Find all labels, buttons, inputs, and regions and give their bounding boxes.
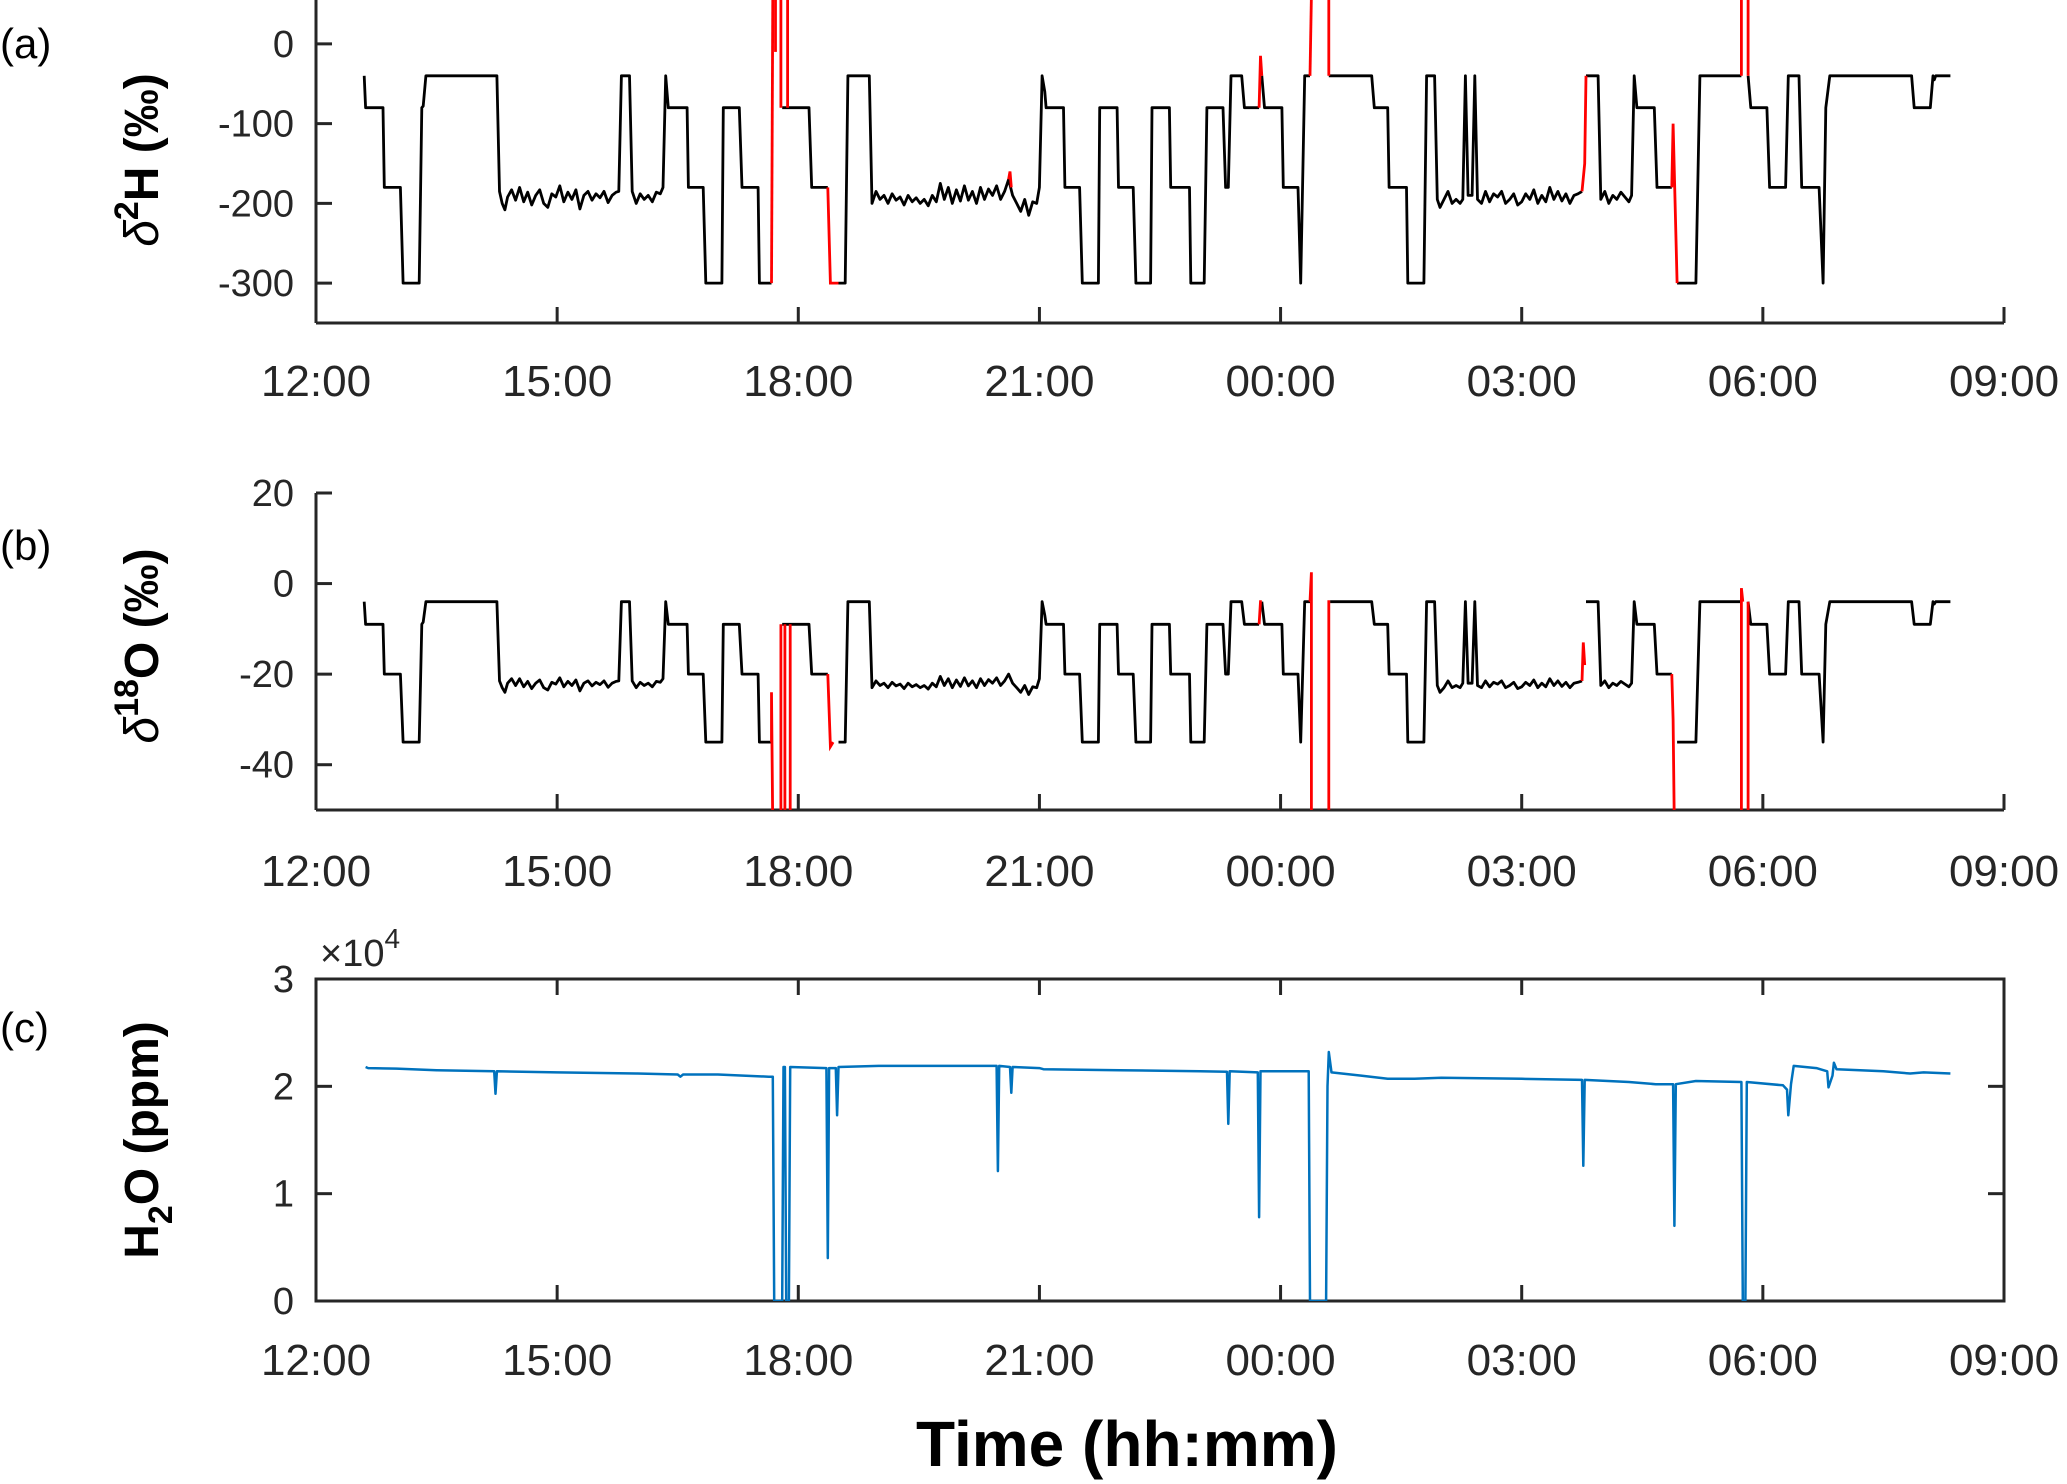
y-tick-label: 0 (273, 24, 294, 66)
flagged-segment (1740, 587, 1745, 810)
y-axis-title: δ2H (‰) (108, 73, 169, 247)
isotope-mass: 2 (108, 201, 146, 220)
isotope-mass: 18 (108, 679, 146, 717)
x-tick-label: 00:00 (1226, 357, 1336, 406)
x-tick-label: 09:00 (1949, 357, 2059, 406)
flagged-segment (1580, 75, 1588, 192)
isotope-series-line (362, 600, 1951, 744)
x-tick-label: 12:00 (261, 357, 371, 406)
x-tick-label: 12:00 (261, 1336, 371, 1385)
subscript: 2 (142, 1205, 180, 1224)
y-axis-title: H2O (ppm) (116, 1021, 180, 1259)
y-exponent-label: ×104 (320, 923, 400, 975)
delta-symbol: δ (116, 716, 169, 744)
x-tick-label: 09:00 (1949, 1336, 2059, 1385)
panel-label: (a) (0, 20, 51, 67)
y-tick-label: 20 (252, 473, 294, 515)
y-label-text: H (‰) (116, 73, 169, 201)
y-tick-label: 2 (273, 1066, 294, 1108)
flagged-segment (826, 187, 839, 285)
flagged-segment (1670, 123, 1679, 284)
panel-label: (c) (0, 1004, 49, 1051)
y-label-text: H (116, 1224, 169, 1259)
x-tick-label: 09:00 (1949, 847, 2059, 896)
y-tick-label: 1 (273, 1174, 294, 1216)
x-tick-label: 15:00 (502, 1336, 612, 1385)
x-tick-label: 12:00 (261, 847, 371, 896)
flagged-segment (1670, 674, 1676, 810)
x-tick-label: 03:00 (1467, 847, 1577, 896)
x-tick-label: 03:00 (1467, 357, 1577, 406)
x-tick-label: 21:00 (984, 1336, 1094, 1385)
y-tick-label: -300 (218, 263, 294, 305)
x-tick-label: 18:00 (743, 357, 853, 406)
panel-label: (b) (0, 522, 51, 569)
x-tick-label: 06:00 (1708, 1336, 1818, 1385)
x-axis-title: Time (hh:mm) (916, 1408, 1338, 1480)
h2o-series-line (365, 1050, 1951, 1301)
x-tick-label: 15:00 (502, 847, 612, 896)
x-tick-label: 18:00 (743, 1336, 853, 1385)
flagged-segment (1327, 600, 1331, 810)
x-tick-label: 06:00 (1708, 357, 1818, 406)
x-tick-label: 21:00 (984, 847, 1094, 896)
y-label-text: O (‰) (116, 548, 169, 679)
x-tick-label: 00:00 (1226, 1336, 1336, 1385)
panel-b: 12:00 15:00 18:00 21:00 00:00 03:00 06:00 09:00… (0, 473, 2059, 896)
x-tick-label: 03:00 (1467, 1336, 1577, 1385)
y-tick-label: 0 (273, 564, 294, 606)
delta-symbol: δ (116, 219, 169, 247)
panel-a: 12:00 15:00 18:00 21:00 00:00 03:00 06:00 09:00… (0, 0, 2059, 406)
isotope-series-line (362, 74, 1951, 285)
x-tick-label: 21:00 (984, 357, 1094, 406)
x-tick-label: 18:00 (743, 847, 853, 896)
flagged-segment (1308, 0, 1313, 76)
flagged-segment (1257, 55, 1264, 108)
flagged-segment (826, 674, 835, 752)
y-tick-label: 3 (273, 959, 294, 1001)
y-tick-label: -100 (218, 104, 294, 146)
panel-c: 12:00 15:00 18:00 21:00 00:00 03:00 06:00 09:00… (0, 923, 2059, 1385)
flagged-segment (1007, 171, 1013, 188)
y-tick-label: 0 (273, 1281, 294, 1323)
flagged-segment (770, 692, 774, 810)
axes-box (314, 977, 2006, 1303)
exponent-power: 4 (384, 923, 400, 954)
y-tick-label: -40 (239, 745, 294, 787)
flagged-segment (770, 0, 775, 284)
x-tick-label: 06:00 (1708, 847, 1818, 896)
flagged-segment (1308, 572, 1313, 810)
x-tick-label: 00:00 (1226, 847, 1336, 896)
exponent-base: ×10 (320, 933, 384, 975)
y-label-text: O (ppm) (116, 1021, 169, 1205)
flagged-segment (1580, 642, 1587, 681)
y-tick-label: -200 (218, 183, 294, 225)
y-axis-title: δ18O (‰) (108, 548, 169, 743)
y-tick-label: -20 (239, 654, 294, 696)
flagged-segment (1257, 600, 1262, 625)
x-tick-label: 15:00 (502, 357, 612, 406)
